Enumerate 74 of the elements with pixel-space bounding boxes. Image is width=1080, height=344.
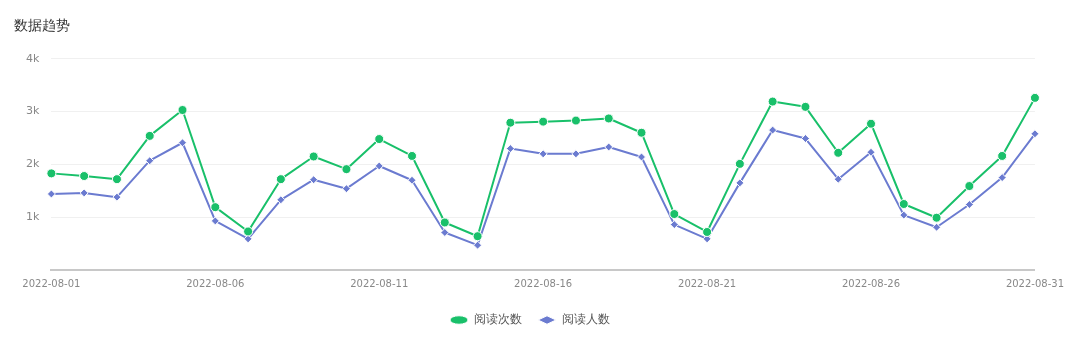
point xyxy=(144,130,155,141)
point xyxy=(276,195,286,205)
x-tick-label: 2022-08-01 xyxy=(22,277,81,289)
legend-label: 阅读次数 xyxy=(474,312,522,327)
point xyxy=(833,174,843,184)
point xyxy=(899,210,909,220)
point xyxy=(111,174,122,185)
point xyxy=(210,202,221,213)
point xyxy=(440,228,450,238)
point xyxy=(570,115,581,126)
point xyxy=(210,216,220,226)
y-tick-label: 2k xyxy=(25,157,40,171)
y-tick-label: 1k xyxy=(25,210,40,224)
point xyxy=(538,116,549,127)
point xyxy=(931,212,942,223)
x-tick-label: 2022-08-11 xyxy=(350,277,409,289)
point xyxy=(734,158,745,169)
point xyxy=(374,161,384,171)
y-tick-label: 4k xyxy=(25,51,40,65)
point xyxy=(473,240,483,250)
point xyxy=(702,226,713,237)
point xyxy=(637,152,647,162)
point xyxy=(407,150,418,161)
point xyxy=(439,217,450,228)
point xyxy=(997,173,1007,183)
point xyxy=(669,209,680,220)
point xyxy=(603,113,614,124)
point xyxy=(112,192,122,202)
point xyxy=(800,134,810,144)
point xyxy=(604,142,614,152)
x-tick-label: 2022-08-16 xyxy=(514,277,573,289)
point xyxy=(341,184,351,194)
x-tick-label: 2022-08-06 xyxy=(186,277,245,289)
point xyxy=(46,189,56,199)
x-tick-label: 2022-08-26 xyxy=(841,277,901,289)
point xyxy=(374,134,385,145)
point xyxy=(833,147,844,158)
y-tick-label: 3k xyxy=(25,104,40,118)
point xyxy=(243,226,254,237)
point xyxy=(669,220,679,230)
point xyxy=(767,96,778,107)
legend-label: 阅读人数 xyxy=(562,312,610,327)
point xyxy=(341,164,352,175)
point xyxy=(407,175,417,185)
point xyxy=(735,178,745,188)
point xyxy=(768,125,778,135)
point xyxy=(1030,129,1040,139)
x-tick-label: 2022-08-31 xyxy=(1005,277,1064,289)
point xyxy=(308,151,319,162)
point xyxy=(571,149,581,159)
point xyxy=(505,117,516,128)
point xyxy=(1029,92,1040,103)
point xyxy=(964,200,974,210)
point xyxy=(866,147,876,157)
chart-title: 数据趋势 xyxy=(14,17,70,34)
point xyxy=(964,181,975,192)
point xyxy=(178,138,188,148)
point xyxy=(309,175,319,185)
point xyxy=(505,144,515,154)
point xyxy=(636,127,647,138)
point xyxy=(79,171,90,182)
point xyxy=(472,231,483,242)
point xyxy=(898,199,909,209)
point xyxy=(275,174,286,185)
point xyxy=(46,168,57,179)
x-tick-label: 2022-08-21 xyxy=(678,277,737,289)
point xyxy=(145,156,155,166)
point xyxy=(997,150,1008,161)
point xyxy=(932,222,942,232)
point xyxy=(800,101,811,112)
point xyxy=(177,105,188,116)
point xyxy=(79,188,89,198)
point xyxy=(866,118,877,129)
point xyxy=(538,149,548,159)
